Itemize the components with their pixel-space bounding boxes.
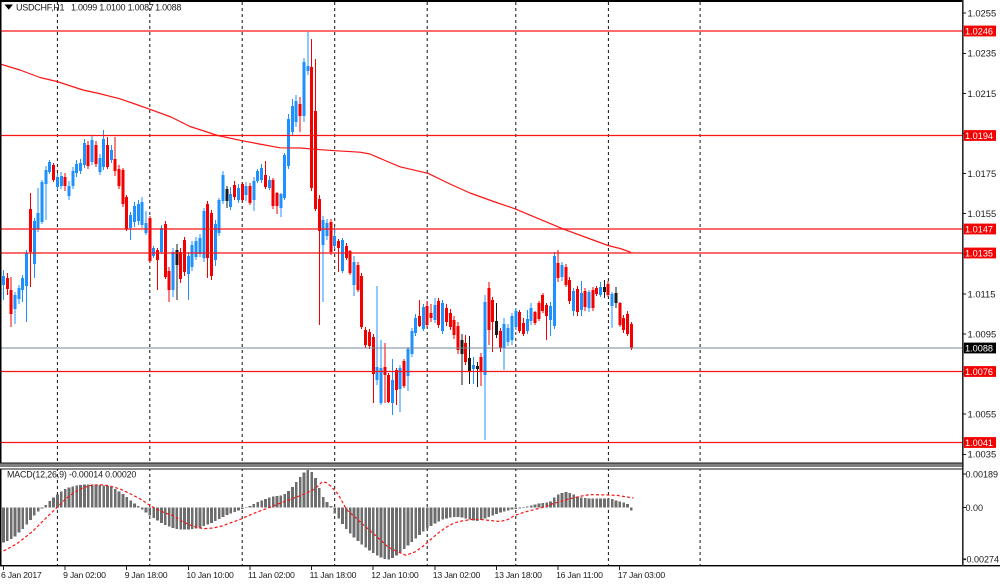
svg-text:0.00189: 0.00189 [966, 469, 999, 479]
svg-text:1.0155: 1.0155 [968, 208, 997, 219]
svg-text:12 Jan 10:00: 12 Jan 10:00 [371, 570, 419, 580]
svg-text:13 Jan 18:00: 13 Jan 18:00 [495, 570, 543, 580]
svg-text:6 Jan 2017: 6 Jan 2017 [1, 570, 42, 580]
svg-text:1.0147: 1.0147 [965, 224, 993, 234]
svg-text:10 Jan 10:00: 10 Jan 10:00 [186, 570, 234, 580]
svg-text:17 Jan 03:00: 17 Jan 03:00 [618, 570, 666, 580]
svg-text:1.0215: 1.0215 [968, 88, 997, 99]
svg-text:1.0035: 1.0035 [968, 449, 997, 460]
svg-text:1.0041: 1.0041 [965, 438, 993, 448]
svg-text:16 Jan 11:00: 16 Jan 11:00 [556, 570, 603, 580]
svg-text:9 Jan 02:00: 9 Jan 02:00 [63, 570, 106, 580]
svg-text:1.0235: 1.0235 [968, 48, 997, 59]
svg-text:11 Jan 18:00: 11 Jan 18:00 [310, 570, 357, 580]
svg-text:1.0115: 1.0115 [968, 288, 996, 299]
svg-text:9 Jan 18:00: 9 Jan 18:00 [125, 570, 168, 580]
svg-text:1.0135: 1.0135 [965, 248, 993, 258]
svg-text:1.0076: 1.0076 [965, 367, 993, 377]
svg-text:1.0246: 1.0246 [965, 26, 993, 36]
svg-text:1.0055: 1.0055 [968, 409, 997, 420]
svg-text:1.0194: 1.0194 [965, 131, 993, 141]
svg-text:MACD(12,26,9) -0.00014 0.00020: MACD(12,26,9) -0.00014 0.00020 [7, 470, 136, 480]
svg-text:1.0088: 1.0088 [965, 343, 993, 353]
svg-text:-0.00274: -0.00274 [964, 554, 1000, 564]
svg-text:11 Jan 02:00: 11 Jan 02:00 [248, 570, 295, 580]
svg-text:1.0175: 1.0175 [968, 168, 997, 179]
svg-text:13 Jan 02:00: 13 Jan 02:00 [433, 570, 481, 580]
svg-text:0.00: 0.00 [966, 503, 984, 513]
svg-text:USDCHF,H1 1.0099 1.0100 1.00: USDCHF,H1 1.0099 1.0100 1.0087 1.0088 [16, 2, 181, 12]
svg-text:1.0255: 1.0255 [968, 8, 997, 19]
svg-text:1.0095: 1.0095 [968, 328, 997, 339]
